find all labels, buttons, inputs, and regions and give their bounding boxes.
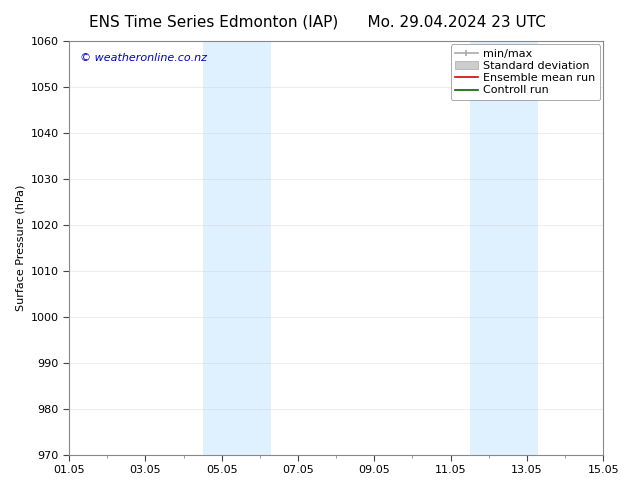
Bar bbox=[470, 41, 538, 455]
Y-axis label: Surface Pressure (hPa): Surface Pressure (hPa) bbox=[15, 185, 25, 311]
Legend: min/max, Standard deviation, Ensemble mean run, Controll run: min/max, Standard deviation, Ensemble me… bbox=[451, 45, 600, 100]
Text: ENS Time Series Edmonton (IAP)      Mo. 29.04.2024 23 UTC: ENS Time Series Edmonton (IAP) Mo. 29.04… bbox=[89, 15, 545, 30]
Bar bbox=[203, 41, 271, 455]
Text: © weatheronline.co.nz: © weatheronline.co.nz bbox=[80, 53, 207, 64]
